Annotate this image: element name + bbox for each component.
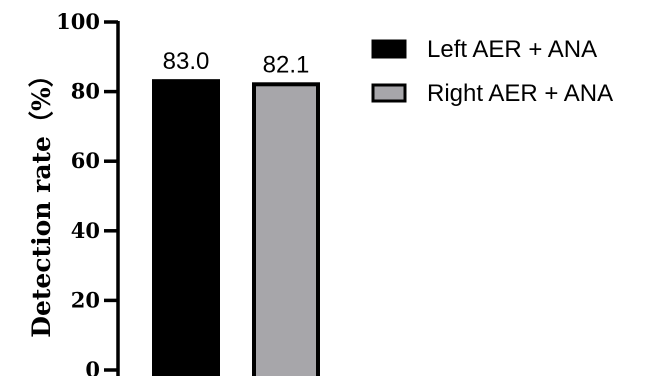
bars <box>152 79 320 376</box>
y-axis: 0 20 40 60 80 100 <box>56 9 120 376</box>
legend-label: Left AER + ANA <box>427 36 597 63</box>
bar-value-label: 82.1 <box>263 51 310 78</box>
legend-label: Right AER + ANA <box>427 80 613 107</box>
data-labels: 83.0 82.1 <box>163 48 310 78</box>
y-axis-label: Detection rate（%） <box>27 62 56 337</box>
bar-value-label: 83.0 <box>163 48 210 75</box>
bar <box>252 82 320 376</box>
legend-swatch <box>371 83 407 103</box>
y-tick-label: 100 <box>56 9 100 34</box>
bar <box>152 79 220 376</box>
y-tick-label: 0 <box>85 357 100 376</box>
legend: Left AER + ANA Right AER + ANA <box>371 36 613 107</box>
y-tick-label: 40 <box>71 218 100 243</box>
legend-swatch <box>371 39 407 59</box>
y-tick-label: 20 <box>71 287 100 312</box>
y-tick-label: 60 <box>71 148 100 173</box>
y-tick-label: 80 <box>71 79 100 104</box>
